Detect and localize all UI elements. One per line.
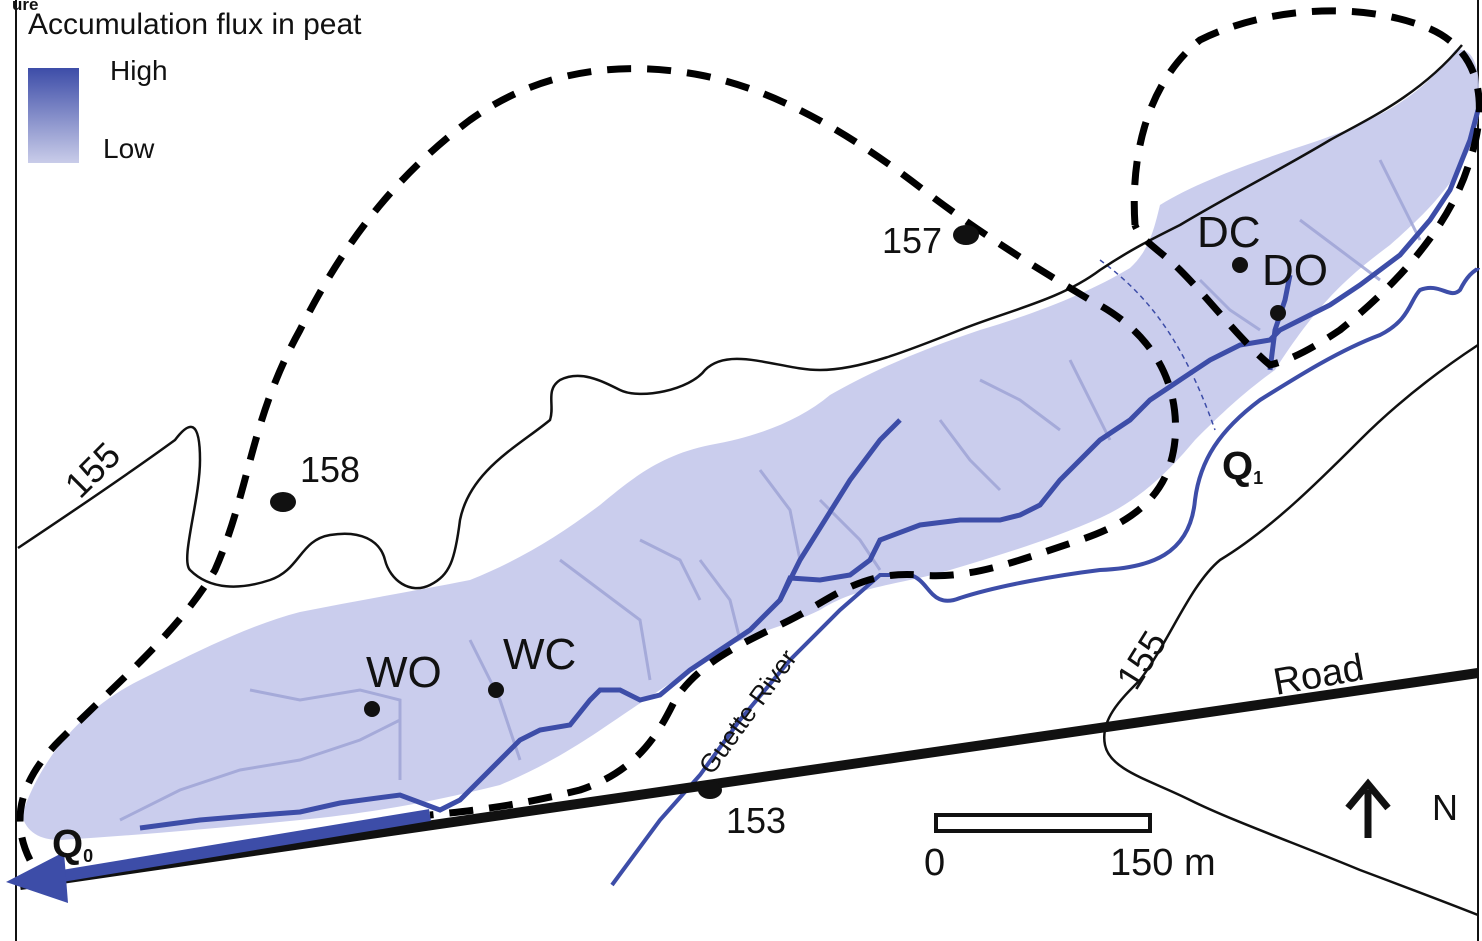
north-arrow-icon bbox=[1345, 778, 1391, 838]
outlet-q0-label: Q0 bbox=[52, 822, 93, 866]
guette-river bbox=[610, 267, 1480, 887]
legend-high-label: High bbox=[110, 55, 168, 86]
minor-drainage-network bbox=[119, 159, 1422, 822]
outlet-q0-subscript: 0 bbox=[83, 846, 93, 866]
scale-bar bbox=[934, 813, 1152, 833]
outlet-q1-label: Q1 bbox=[1222, 444, 1263, 488]
elevation-point-157-label: 157 bbox=[882, 220, 942, 261]
site-do-marker bbox=[1270, 305, 1286, 321]
elevation-point-153-label: 153 bbox=[726, 800, 786, 841]
legend-title: Accumulation flux in peat bbox=[28, 8, 362, 41]
peat-area bbox=[22, 49, 1480, 840]
river-label: Guette River bbox=[693, 644, 803, 780]
outflow-arrow-q0 bbox=[6, 809, 431, 903]
north-label: N bbox=[1432, 787, 1458, 828]
site-dc-marker bbox=[1232, 257, 1248, 273]
site-wc-marker bbox=[488, 682, 504, 698]
watershed-boundary-large bbox=[16, 65, 1180, 862]
outlet-q0-main: Q bbox=[52, 822, 83, 866]
elevation-point-153-marker bbox=[698, 781, 722, 799]
legend-color-ramp bbox=[28, 68, 79, 163]
legend: Accumulation flux in peat High Low bbox=[18, 0, 378, 170]
legend-low-label: Low bbox=[103, 133, 155, 164]
outlet-q1-main: Q bbox=[1222, 444, 1253, 488]
q1-transect-line bbox=[1099, 259, 1216, 431]
site-do-label: DO bbox=[1262, 246, 1328, 295]
road-line bbox=[19, 668, 1479, 890]
site-wo-marker bbox=[364, 701, 380, 717]
site-wo-label: WO bbox=[366, 648, 442, 697]
contour-line-lower-east bbox=[1102, 343, 1479, 917]
scale-bar-start-label: 0 bbox=[924, 842, 945, 884]
contour-label-east: 155 bbox=[1108, 624, 1175, 697]
figure-corner-label: ure bbox=[12, 0, 38, 14]
contour-label-west: 155 bbox=[57, 434, 128, 505]
site-dc-label: DC bbox=[1197, 208, 1261, 257]
outlet-q1-subscript: 1 bbox=[1253, 468, 1263, 488]
elevation-point-157-marker bbox=[953, 225, 979, 245]
watershed-boundary-small bbox=[1130, 7, 1482, 369]
contour-line-upper bbox=[17, 44, 1463, 590]
scale-bar-end-label: 150 m bbox=[1110, 842, 1216, 884]
elevation-point-158-label: 158 bbox=[300, 449, 360, 490]
elevation-point-158-marker bbox=[270, 492, 296, 512]
site-wc-label: WC bbox=[503, 630, 576, 679]
